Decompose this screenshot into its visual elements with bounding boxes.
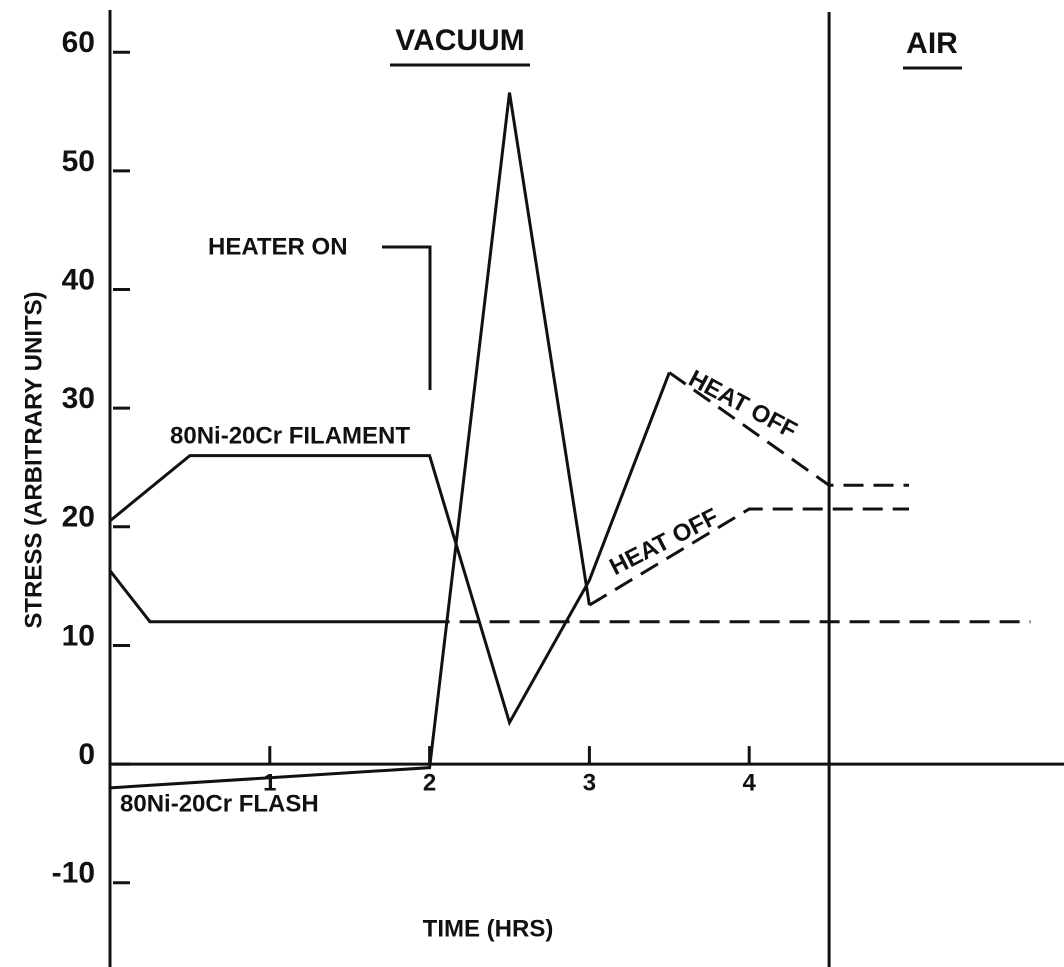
line-series xyxy=(108,569,430,624)
x-tick-label: 4 xyxy=(743,769,757,796)
y-tick-label: 60 xyxy=(62,26,95,59)
annotation: HEAT OFF xyxy=(684,365,801,444)
annotation: HEATER ON xyxy=(208,233,348,260)
x-axis-label: TIME (HRS) xyxy=(423,915,554,942)
x-tick-label: 1 xyxy=(263,769,276,796)
line-series xyxy=(109,92,591,790)
y-tick-label: -10 xyxy=(52,857,95,890)
line-series xyxy=(109,372,671,727)
annotation: 80Ni-20Cr FILAMENT xyxy=(170,422,410,449)
x-tick-label: 3 xyxy=(583,769,596,796)
y-tick-label: 30 xyxy=(62,382,95,415)
y-tick-label: 20 xyxy=(62,501,95,534)
annotation: HEAT OFF xyxy=(605,503,723,581)
x-tick-label: 2 xyxy=(423,769,436,796)
y-tick-label: 40 xyxy=(62,263,95,296)
region-label: VACUUM xyxy=(395,24,524,57)
y-axis-label: STRESS (ARBITRARY UNITS) xyxy=(20,291,47,628)
y-tick-label: 10 xyxy=(62,619,95,652)
leader-line xyxy=(382,245,432,390)
line-series xyxy=(588,507,909,607)
y-tick-label: 50 xyxy=(62,145,95,178)
line-series xyxy=(668,371,909,487)
annotation: 80Ni-20Cr FLASH xyxy=(120,790,319,817)
y-tick-label: 0 xyxy=(78,738,95,771)
region-label: AIR xyxy=(906,27,958,60)
